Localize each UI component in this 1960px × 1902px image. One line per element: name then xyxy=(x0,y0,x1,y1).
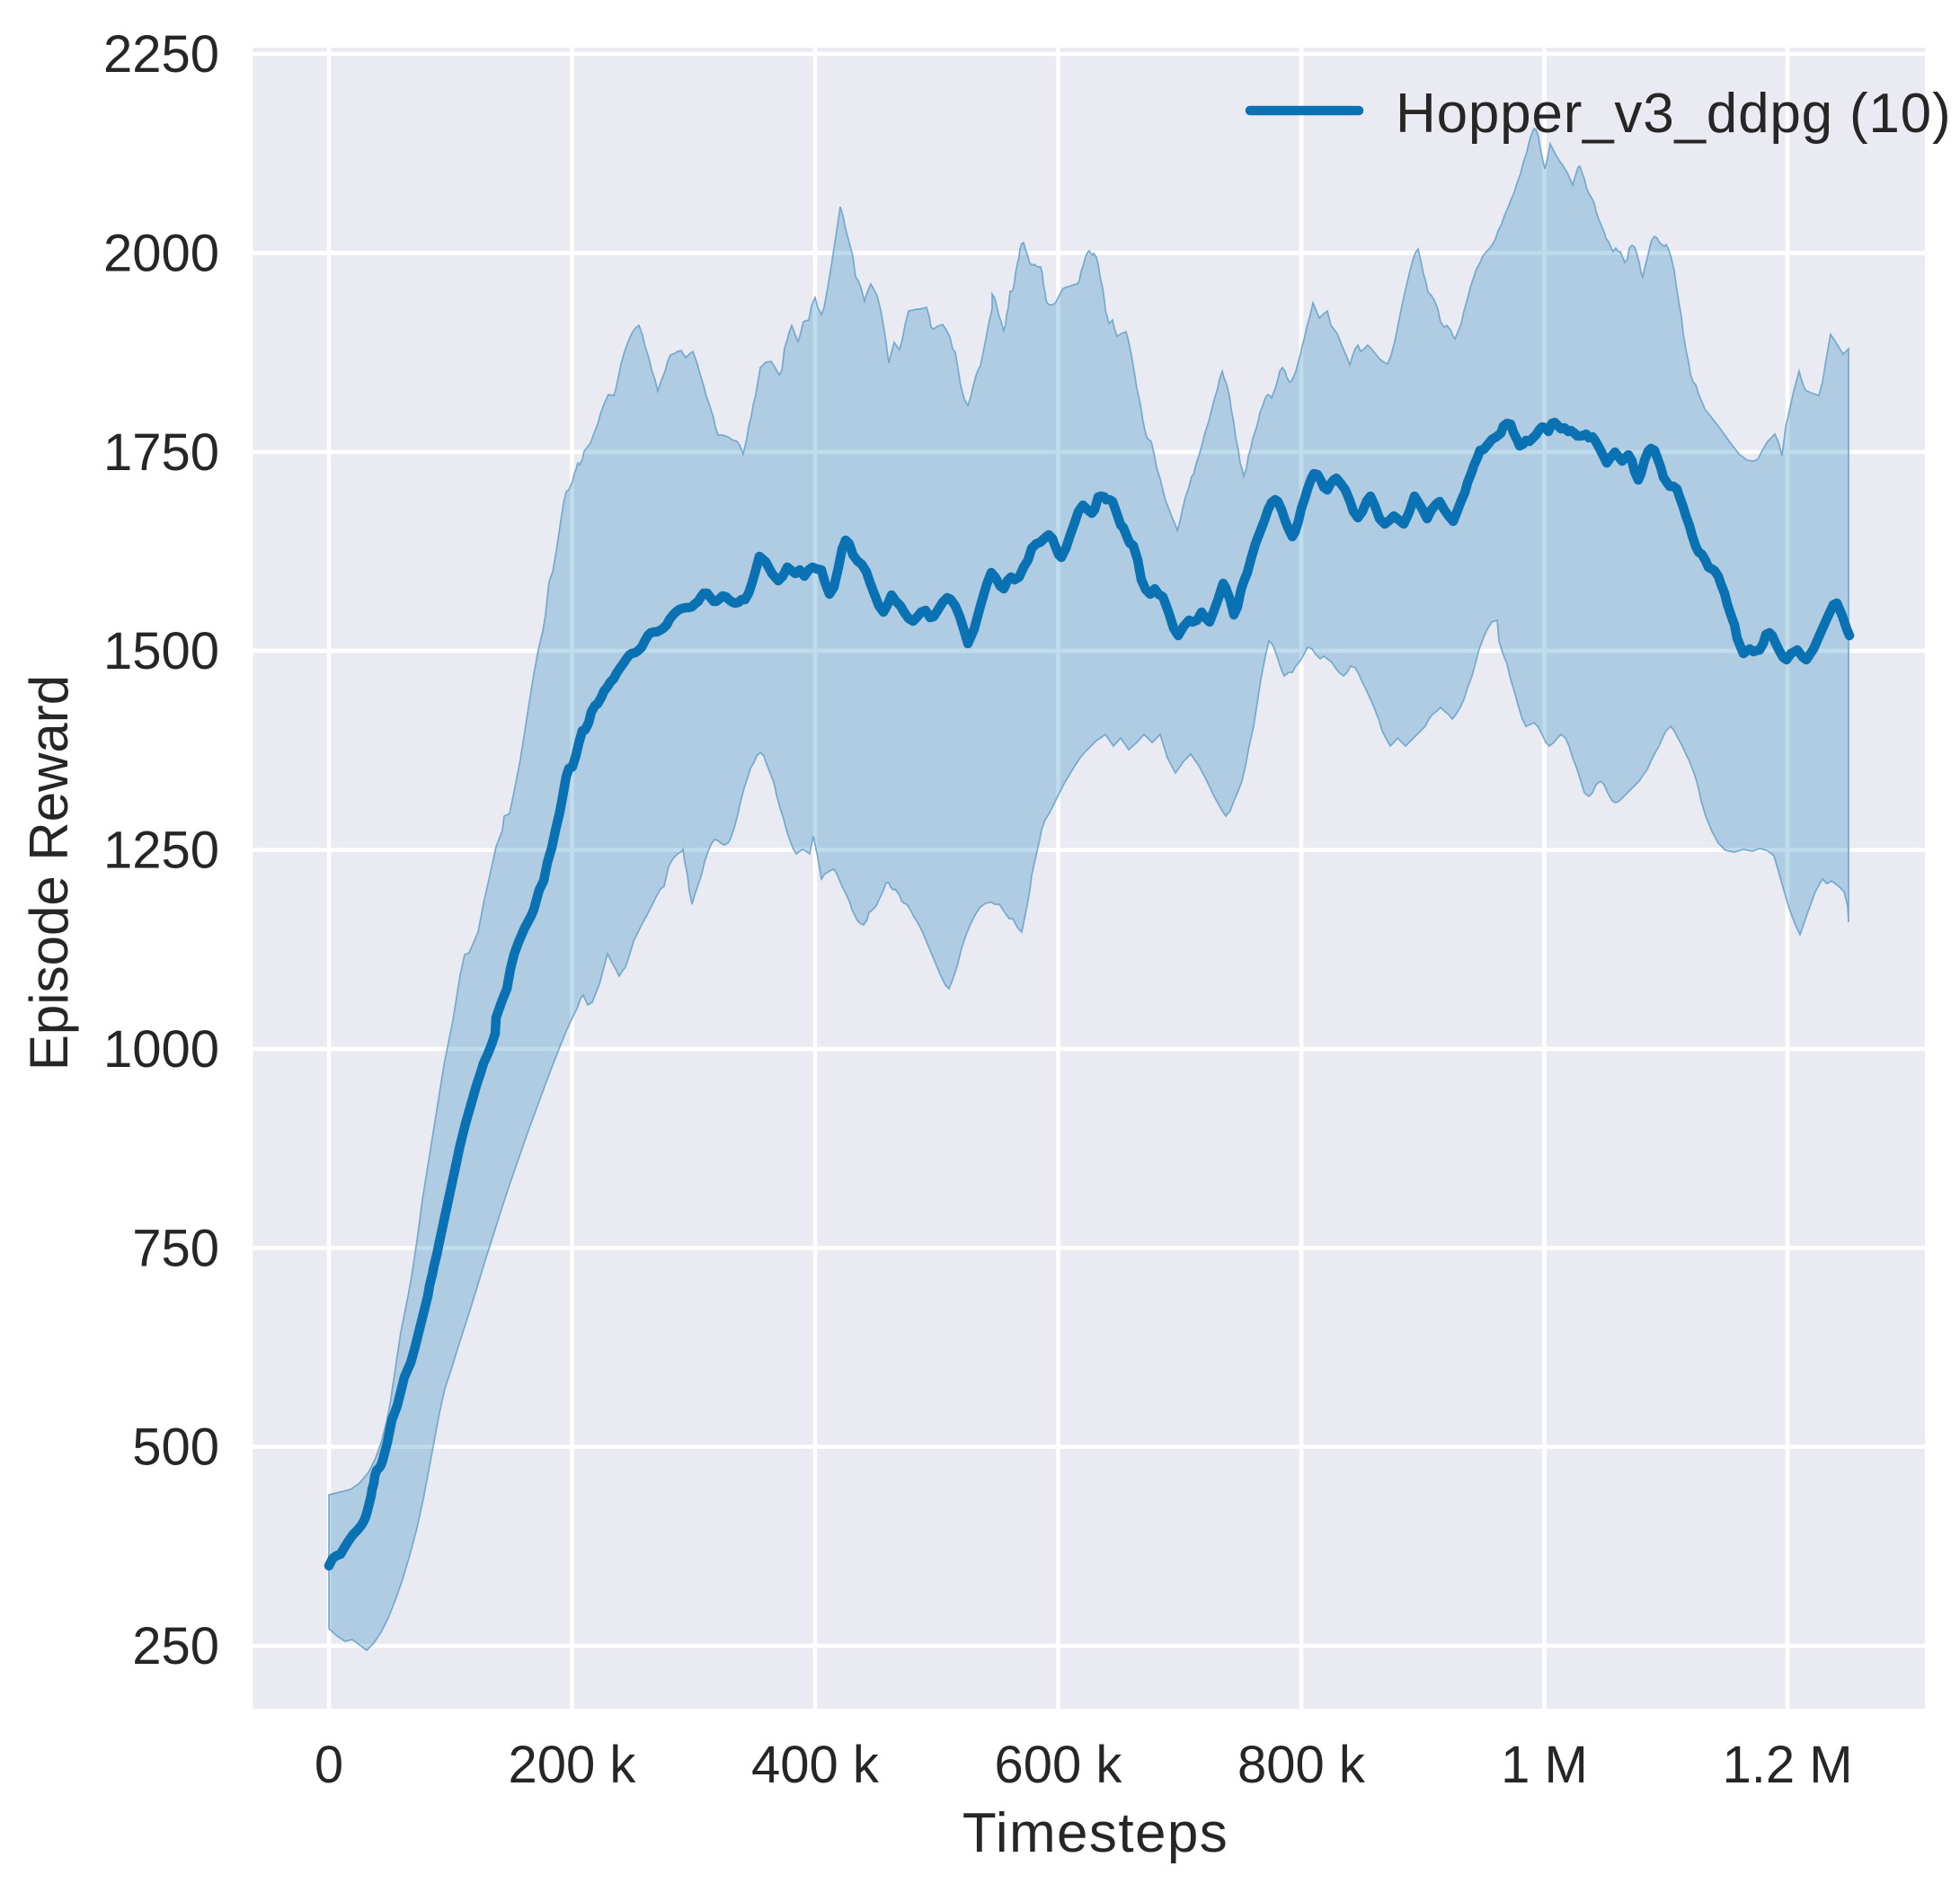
svg-text:250: 250 xyxy=(132,1617,219,1675)
svg-text:400 k: 400 k xyxy=(751,1736,880,1794)
svg-text:800 k: 800 k xyxy=(1237,1736,1366,1794)
svg-text:0: 0 xyxy=(315,1736,343,1794)
svg-text:Episode Reward: Episode Reward xyxy=(19,675,79,1071)
svg-text:Timesteps: Timesteps xyxy=(962,1802,1228,1864)
svg-text:1750: 1750 xyxy=(103,423,219,482)
svg-text:1000: 1000 xyxy=(103,1020,219,1079)
svg-text:2250: 2250 xyxy=(103,25,219,84)
svg-text:2000: 2000 xyxy=(103,224,219,282)
svg-text:500: 500 xyxy=(132,1418,219,1477)
svg-text:600 k: 600 k xyxy=(995,1736,1123,1794)
svg-text:1500: 1500 xyxy=(103,622,219,680)
svg-text:1250: 1250 xyxy=(103,822,219,880)
svg-text:750: 750 xyxy=(132,1219,219,1277)
svg-text:Hopper_v3_ddpg (10): Hopper_v3_ddpg (10) xyxy=(1396,83,1951,145)
svg-text:200 k: 200 k xyxy=(509,1736,637,1794)
svg-text:1 M: 1 M xyxy=(1501,1736,1588,1794)
svg-text:1.2 M: 1.2 M xyxy=(1722,1736,1852,1794)
